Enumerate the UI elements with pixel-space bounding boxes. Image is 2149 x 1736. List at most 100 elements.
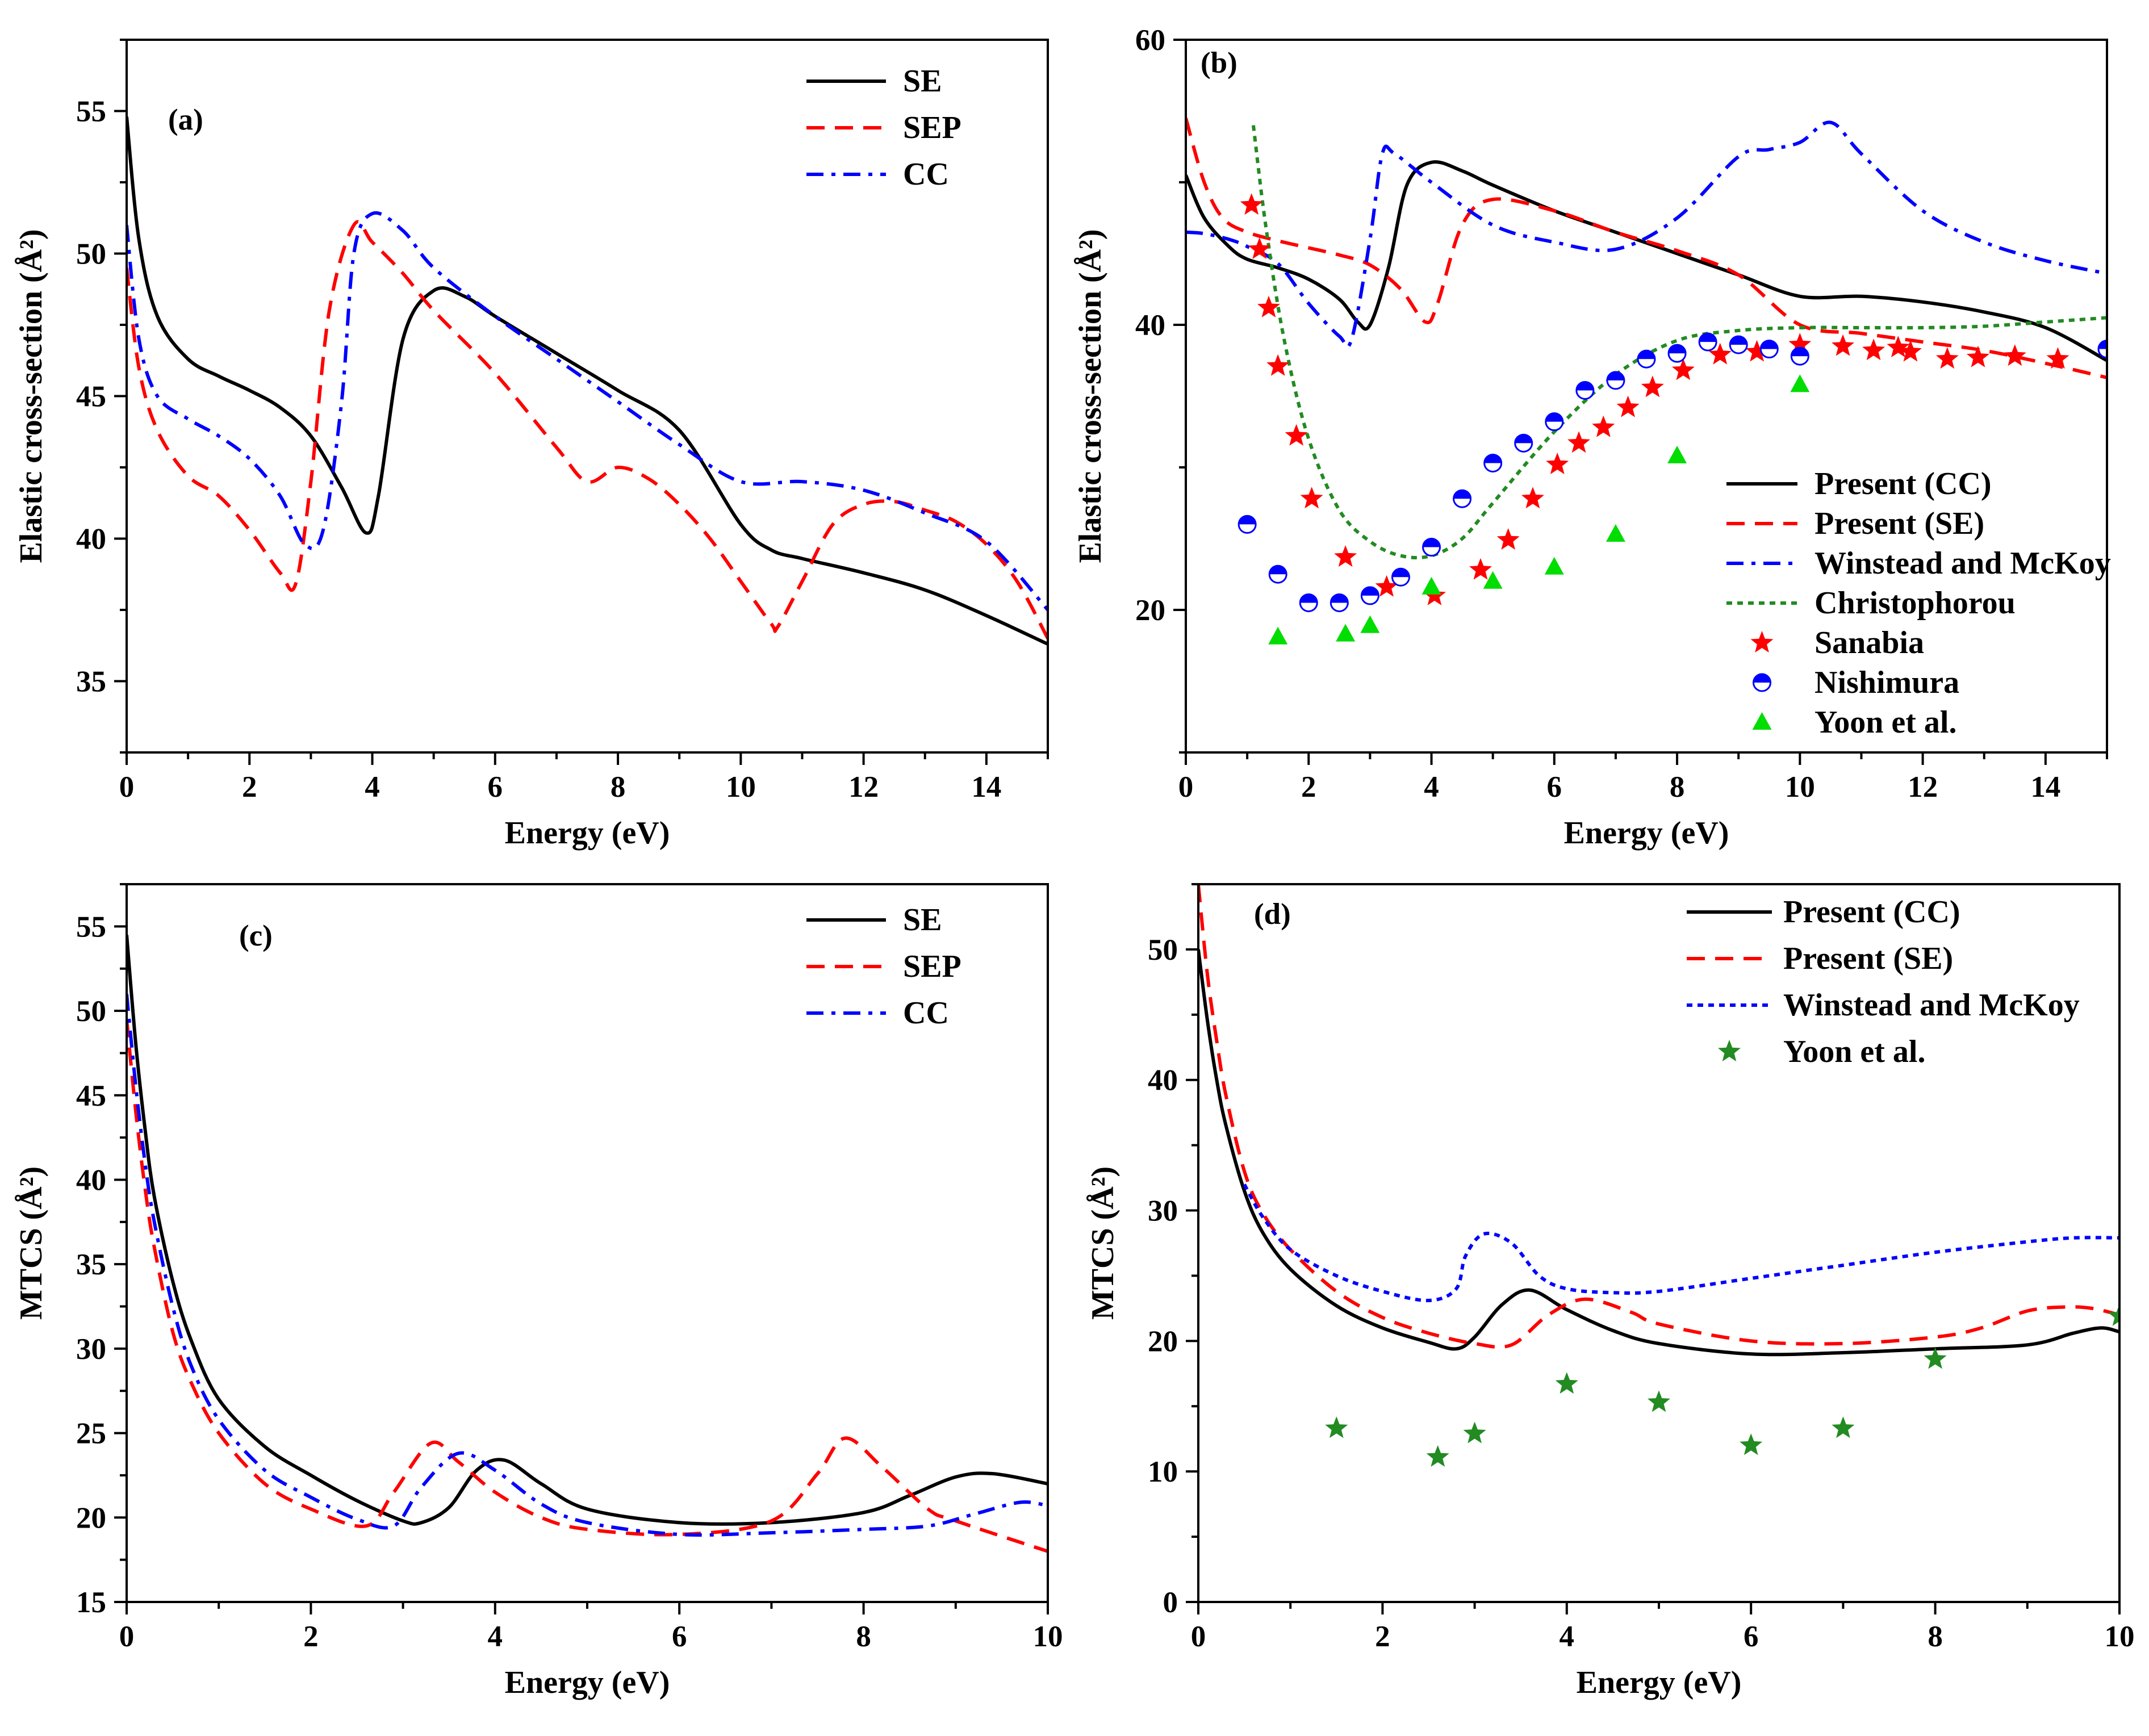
data-point [1935,347,1959,369]
y-tick-label: 55 [76,910,106,943]
x-tick-label: 8 [1928,1620,1943,1653]
x-axis-title: Energy (eV) [1564,815,1729,851]
data-point [1545,412,1564,432]
y-tick-label: 50 [76,995,106,1028]
series-se-line [127,934,1048,1526]
plot-area [1186,118,2107,645]
data-point [1257,295,1280,317]
legend-label: SEP [903,949,961,984]
data-point [1300,487,1323,509]
series-sep-line [127,1019,1048,1553]
data-point [1360,615,1380,633]
x-tick-label: 6 [1744,1620,1759,1653]
x-tick-label: 14 [971,771,1001,804]
x-tick-label: 4 [488,1620,503,1653]
data-point [2097,340,2107,359]
legend-item: Present (CC) [1726,466,1992,501]
x-tick-label: 8 [1670,771,1685,804]
x-tick-label: 2 [1375,1620,1390,1653]
series-christophorou-line [1251,125,2107,560]
y-tick-label: 60 [1135,24,1165,57]
y-tick-label: 30 [1148,1195,1178,1228]
legend-item: Nishimura [1753,665,1959,700]
y-tick-label: 15 [76,1586,106,1619]
series-present-cc-line [1186,160,2107,362]
data-point [1740,1433,1763,1455]
legend-label: Present (SE) [1814,506,1984,541]
data-point [1567,431,1590,453]
y-tick-label: 35 [76,1248,106,1281]
data-point [1924,1347,1947,1369]
plot-area [127,934,1048,1553]
data-point [1832,334,1854,356]
legend: SE SEP CC [806,64,961,192]
y-tick-label: 20 [1135,594,1165,627]
legend: Present (CC) Present (SE) Winstead and McK… [1687,894,2080,1069]
x-tick-label: 12 [848,771,879,804]
series-se-line [127,116,1048,646]
data-point [1759,340,1779,359]
data-point [1966,345,1989,367]
legend-item: Sanabia [1750,625,1924,660]
legend-item: Winstead and McKoy [1726,546,2111,581]
data-point [1899,340,1922,362]
data-point [1667,445,1687,463]
y-tick-label: 40 [1135,309,1165,342]
series-present-se-line [1186,118,2107,379]
legend-label: CC [903,157,949,192]
data-point [1862,338,1885,361]
x-tick-label: 12 [1908,771,1938,804]
legend-item: SE [806,64,942,99]
x-axis-title: Energy (eV) [1577,1665,1742,1700]
x-tick-label: 8 [611,771,626,804]
y-axis-title: Elastic cross-section (Å²) [1073,229,1108,563]
legend-marker [1752,712,1772,730]
x-tick-label: 10 [726,771,756,804]
legend-item: SEP [806,949,961,984]
legend-item: Present (CC) [1687,894,1960,930]
data-point [1592,415,1615,437]
data-point [1832,1416,1855,1438]
plot-area [127,116,1048,646]
data-point [1544,557,1564,575]
x-tick-label: 0 [119,771,135,804]
x-axis-title: Energy (eV) [505,1665,670,1700]
series-winstead-and-mckoy-line [1243,1183,2119,1303]
x-tick-label: 4 [1424,771,1439,804]
data-point [1641,375,1664,398]
y-axis-title: MTCS (Å²) [14,1166,49,1320]
x-tick-label: 10 [1033,1620,1063,1653]
legend-item: CC [806,157,949,192]
legend-label: Winstead and McKoy [1814,546,2111,581]
legend-label: Present (CC) [1814,466,1992,501]
legend-item: Christophorou [1726,585,2016,621]
y-tick-label: 25 [76,1417,106,1450]
axes-frame [1185,39,2108,754]
data-point [1575,380,1595,400]
y-axis-title: MTCS (Å²) [1085,1166,1121,1320]
x-axis-title: Energy (eV) [505,815,670,851]
data-point [1708,342,1732,365]
series-winstead-and-mckoy-line [1186,120,2107,349]
legend-item: Present (SE) [1687,941,1953,976]
panel-b: 0 2 4 6 8 10 12 14 20 40 60 Energy (eV) Elastic cros… [1073,24,2111,851]
data-point [1671,358,1695,380]
x-tick-label: 8 [856,1620,871,1653]
data-point [1496,528,1520,550]
legend-marker [1753,673,1771,692]
data-point [1483,453,1503,472]
legend-label: Christophorou [1814,585,2016,621]
data-point [1375,575,1398,597]
data-point [1248,237,1271,259]
y-tick-label: 40 [76,523,106,556]
data-point [1546,453,1569,474]
x-tick-label: 2 [1301,771,1316,804]
data-point [1788,333,1812,355]
legend-label: Present (CC) [1783,894,1960,930]
data-point [1887,336,1910,358]
y-tick-label: 50 [76,238,106,271]
panel-a: 0 2 4 6 8 10 12 14 35 40 45 50 55 Energy (eV) Elastic … [14,39,1049,851]
data-point [1521,487,1544,509]
data-point [1422,538,1441,557]
